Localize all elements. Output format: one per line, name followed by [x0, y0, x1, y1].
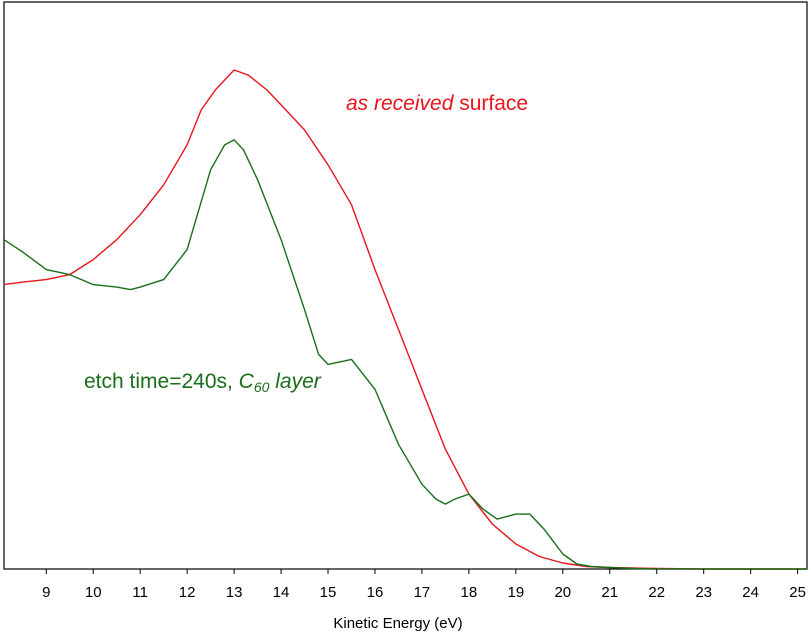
x-tick-label: 17 [414, 584, 431, 601]
x-tick-label: 9 [42, 584, 50, 601]
x-tick-label: 24 [742, 584, 759, 601]
x-tick-label: 13 [226, 584, 243, 601]
x-tick-label: 16 [367, 584, 384, 601]
x-tick-label: 14 [273, 584, 290, 601]
annotation-as-received: as received surface [346, 92, 528, 115]
x-tick-label: 23 [695, 584, 712, 601]
x-axis-ticks: 9 10 11 12 13 14 15 16 17 18 19 20 21 22 23 24 25 [42, 569, 806, 601]
x-tick-label: 25 [789, 584, 806, 601]
annotation-as-received-italic: as received [346, 92, 455, 115]
annotation-etch-time-normal: etch time=240s, [84, 370, 239, 393]
series-line-as-received [3, 69, 807, 570]
x-tick-label: 15 [320, 584, 337, 601]
x-tick-label: 19 [508, 584, 525, 601]
x-tick-label: 11 [132, 584, 148, 601]
annotation-as-received-normal: surface [453, 92, 528, 115]
x-tick-label: 22 [648, 584, 665, 601]
annotation-c60-tail: layer [269, 370, 321, 393]
series-group [3, 69, 807, 570]
plot-frame [3, 1, 808, 570]
x-tick-label: 18 [461, 584, 478, 601]
annotation-c60-subscript: 60 [254, 379, 270, 395]
x-tick-label: 12 [179, 584, 196, 601]
x-tick-label: 10 [85, 584, 102, 601]
annotation-c60-base: C [239, 370, 255, 393]
x-tick-label: 21 [601, 584, 618, 601]
series-line-etched [3, 139, 807, 570]
x-axis-label: Kinetic Energy (eV) [333, 615, 462, 632]
annotation-etch-time: etch time=240s, C60 layer [84, 370, 322, 395]
x-tick-label: 20 [554, 584, 571, 601]
